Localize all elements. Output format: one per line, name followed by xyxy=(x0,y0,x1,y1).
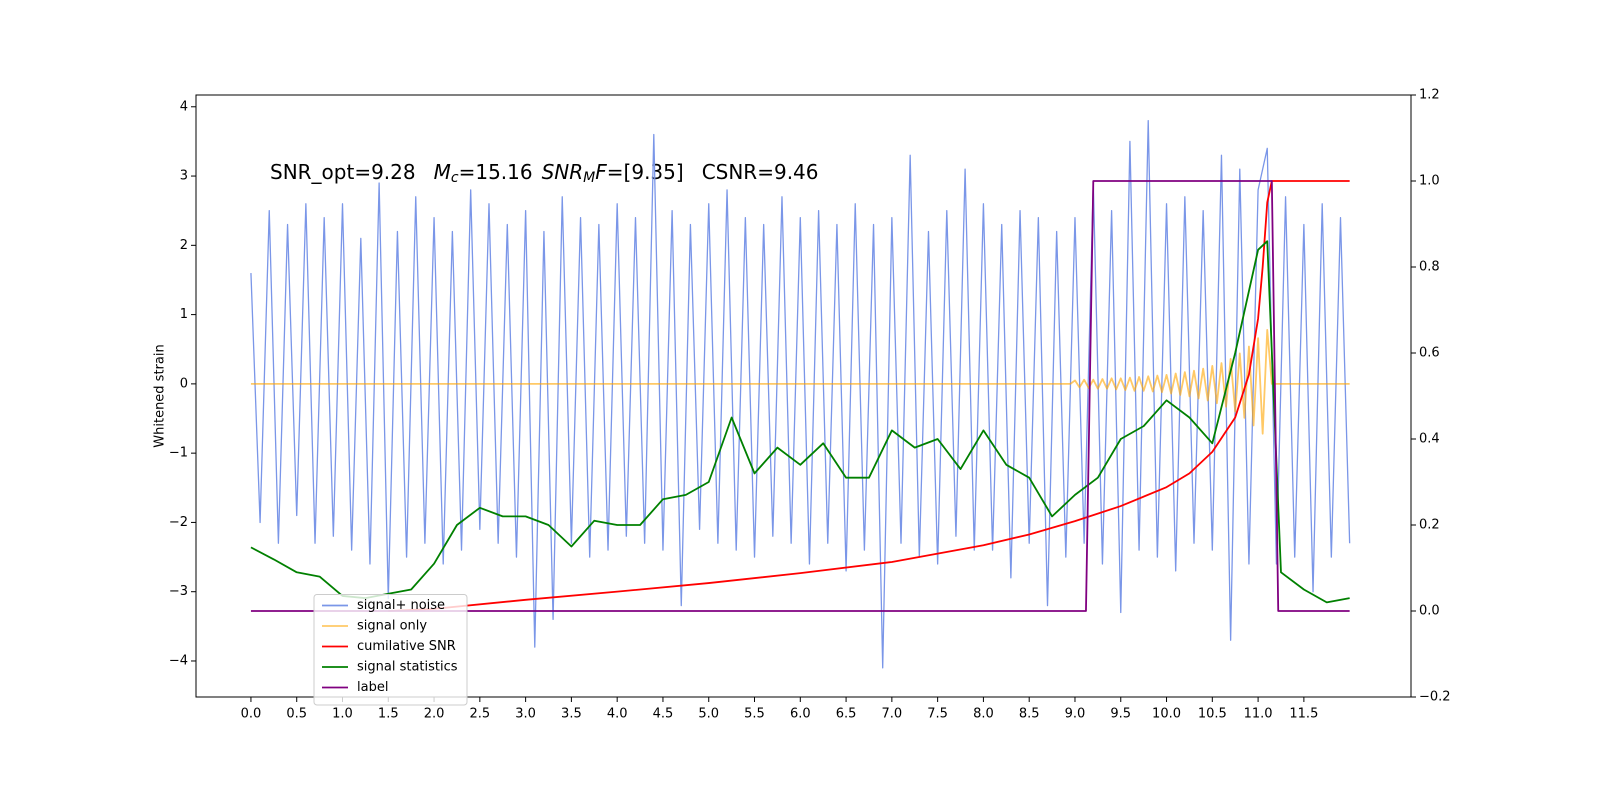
annotation: SNR_opt=9.28 Mc=15.16 SNRMF=[9.35] CSNR=9.4… xyxy=(270,160,819,187)
x-tick-label: 3.5 xyxy=(561,707,582,722)
y2-tick-label: 1.0 xyxy=(1419,174,1440,189)
annotation-part: SNR xyxy=(542,160,584,184)
series-line xyxy=(250,328,1350,435)
y-tick-label: −2 xyxy=(169,515,188,530)
y-tick-label: −4 xyxy=(169,653,188,668)
x-tick-label: 5.5 xyxy=(744,707,765,722)
y2-tick-label: 0.8 xyxy=(1419,260,1440,275)
x-tick-label: 1.0 xyxy=(332,707,353,722)
annotation-part: CSNR=9.46 xyxy=(702,160,819,184)
x-tick-label: 2.5 xyxy=(469,707,490,722)
y-axis-label: Whitened strain xyxy=(153,344,168,447)
legend-label: signal statistics xyxy=(357,660,458,675)
series-line xyxy=(250,119,1351,669)
annotation-part: =15.16 xyxy=(459,160,533,184)
legend-label: cumilative SNR xyxy=(357,639,456,654)
x-tick-label: 6.0 xyxy=(790,707,811,722)
y-tick-label: −1 xyxy=(169,446,188,461)
series-line xyxy=(388,180,1350,612)
x-tick-label: 11.5 xyxy=(1289,707,1318,722)
y2-tick-label: 0.0 xyxy=(1419,604,1440,619)
y2-tick-label: 0.6 xyxy=(1419,346,1440,361)
x-tick-label: 1.5 xyxy=(378,707,399,722)
y-tick-label: 1 xyxy=(180,307,188,322)
x-tick-label: 0.0 xyxy=(241,707,262,722)
x-tick-label: 7.0 xyxy=(882,707,903,722)
x-tick-label: 0.5 xyxy=(286,707,307,722)
plot-frame xyxy=(195,94,1412,698)
x-tick-label: 5.0 xyxy=(698,707,719,722)
x-tick-label: 9.5 xyxy=(1110,707,1131,722)
x-tick-label: 9.0 xyxy=(1065,707,1086,722)
legend: signal+ noise signal only cumilative SNR si… xyxy=(313,594,468,706)
y2-tick-label: 0.2 xyxy=(1419,518,1440,533)
annotation-part: SNR_opt=9.28 xyxy=(270,160,416,184)
x-tick-label: 10.5 xyxy=(1198,707,1227,722)
x-tick-label: 4.0 xyxy=(607,707,628,722)
annotation-part: M xyxy=(583,170,595,186)
annotation-part: c xyxy=(451,170,459,186)
annotation-part: F xyxy=(595,160,607,184)
y-tick-label: −3 xyxy=(169,584,188,599)
x-tick-label: 11.0 xyxy=(1244,707,1273,722)
series-line xyxy=(250,180,1350,612)
y-tick-label: 0 xyxy=(180,376,188,391)
x-tick-label: 3.0 xyxy=(515,707,536,722)
legend-label: label xyxy=(357,680,388,695)
x-tick-label: 8.0 xyxy=(973,707,994,722)
legend-box xyxy=(313,594,468,706)
annotation-part: M xyxy=(434,160,451,184)
y-tick-label: 3 xyxy=(180,169,188,184)
x-tick-label: 8.5 xyxy=(1019,707,1040,722)
legend-label: signal+ noise xyxy=(357,598,445,613)
y-tick-label: 4 xyxy=(180,99,188,114)
y2-tick-label: 1.2 xyxy=(1419,88,1440,103)
x-tick-label: 7.5 xyxy=(927,707,948,722)
series-line xyxy=(250,240,1350,604)
y2-tick-label: 0.4 xyxy=(1419,432,1440,447)
annotation-part: =[9.35] xyxy=(607,160,684,184)
legend-label: signal only xyxy=(357,619,427,634)
y-tick-label: 2 xyxy=(180,238,188,253)
x-tick-label: 6.5 xyxy=(836,707,857,722)
y2-tick-label: −0.2 xyxy=(1419,690,1451,705)
x-tick-label: 4.5 xyxy=(653,707,674,722)
x-tick-label: 2.0 xyxy=(424,707,445,722)
x-tick-label: 10.0 xyxy=(1152,707,1181,722)
